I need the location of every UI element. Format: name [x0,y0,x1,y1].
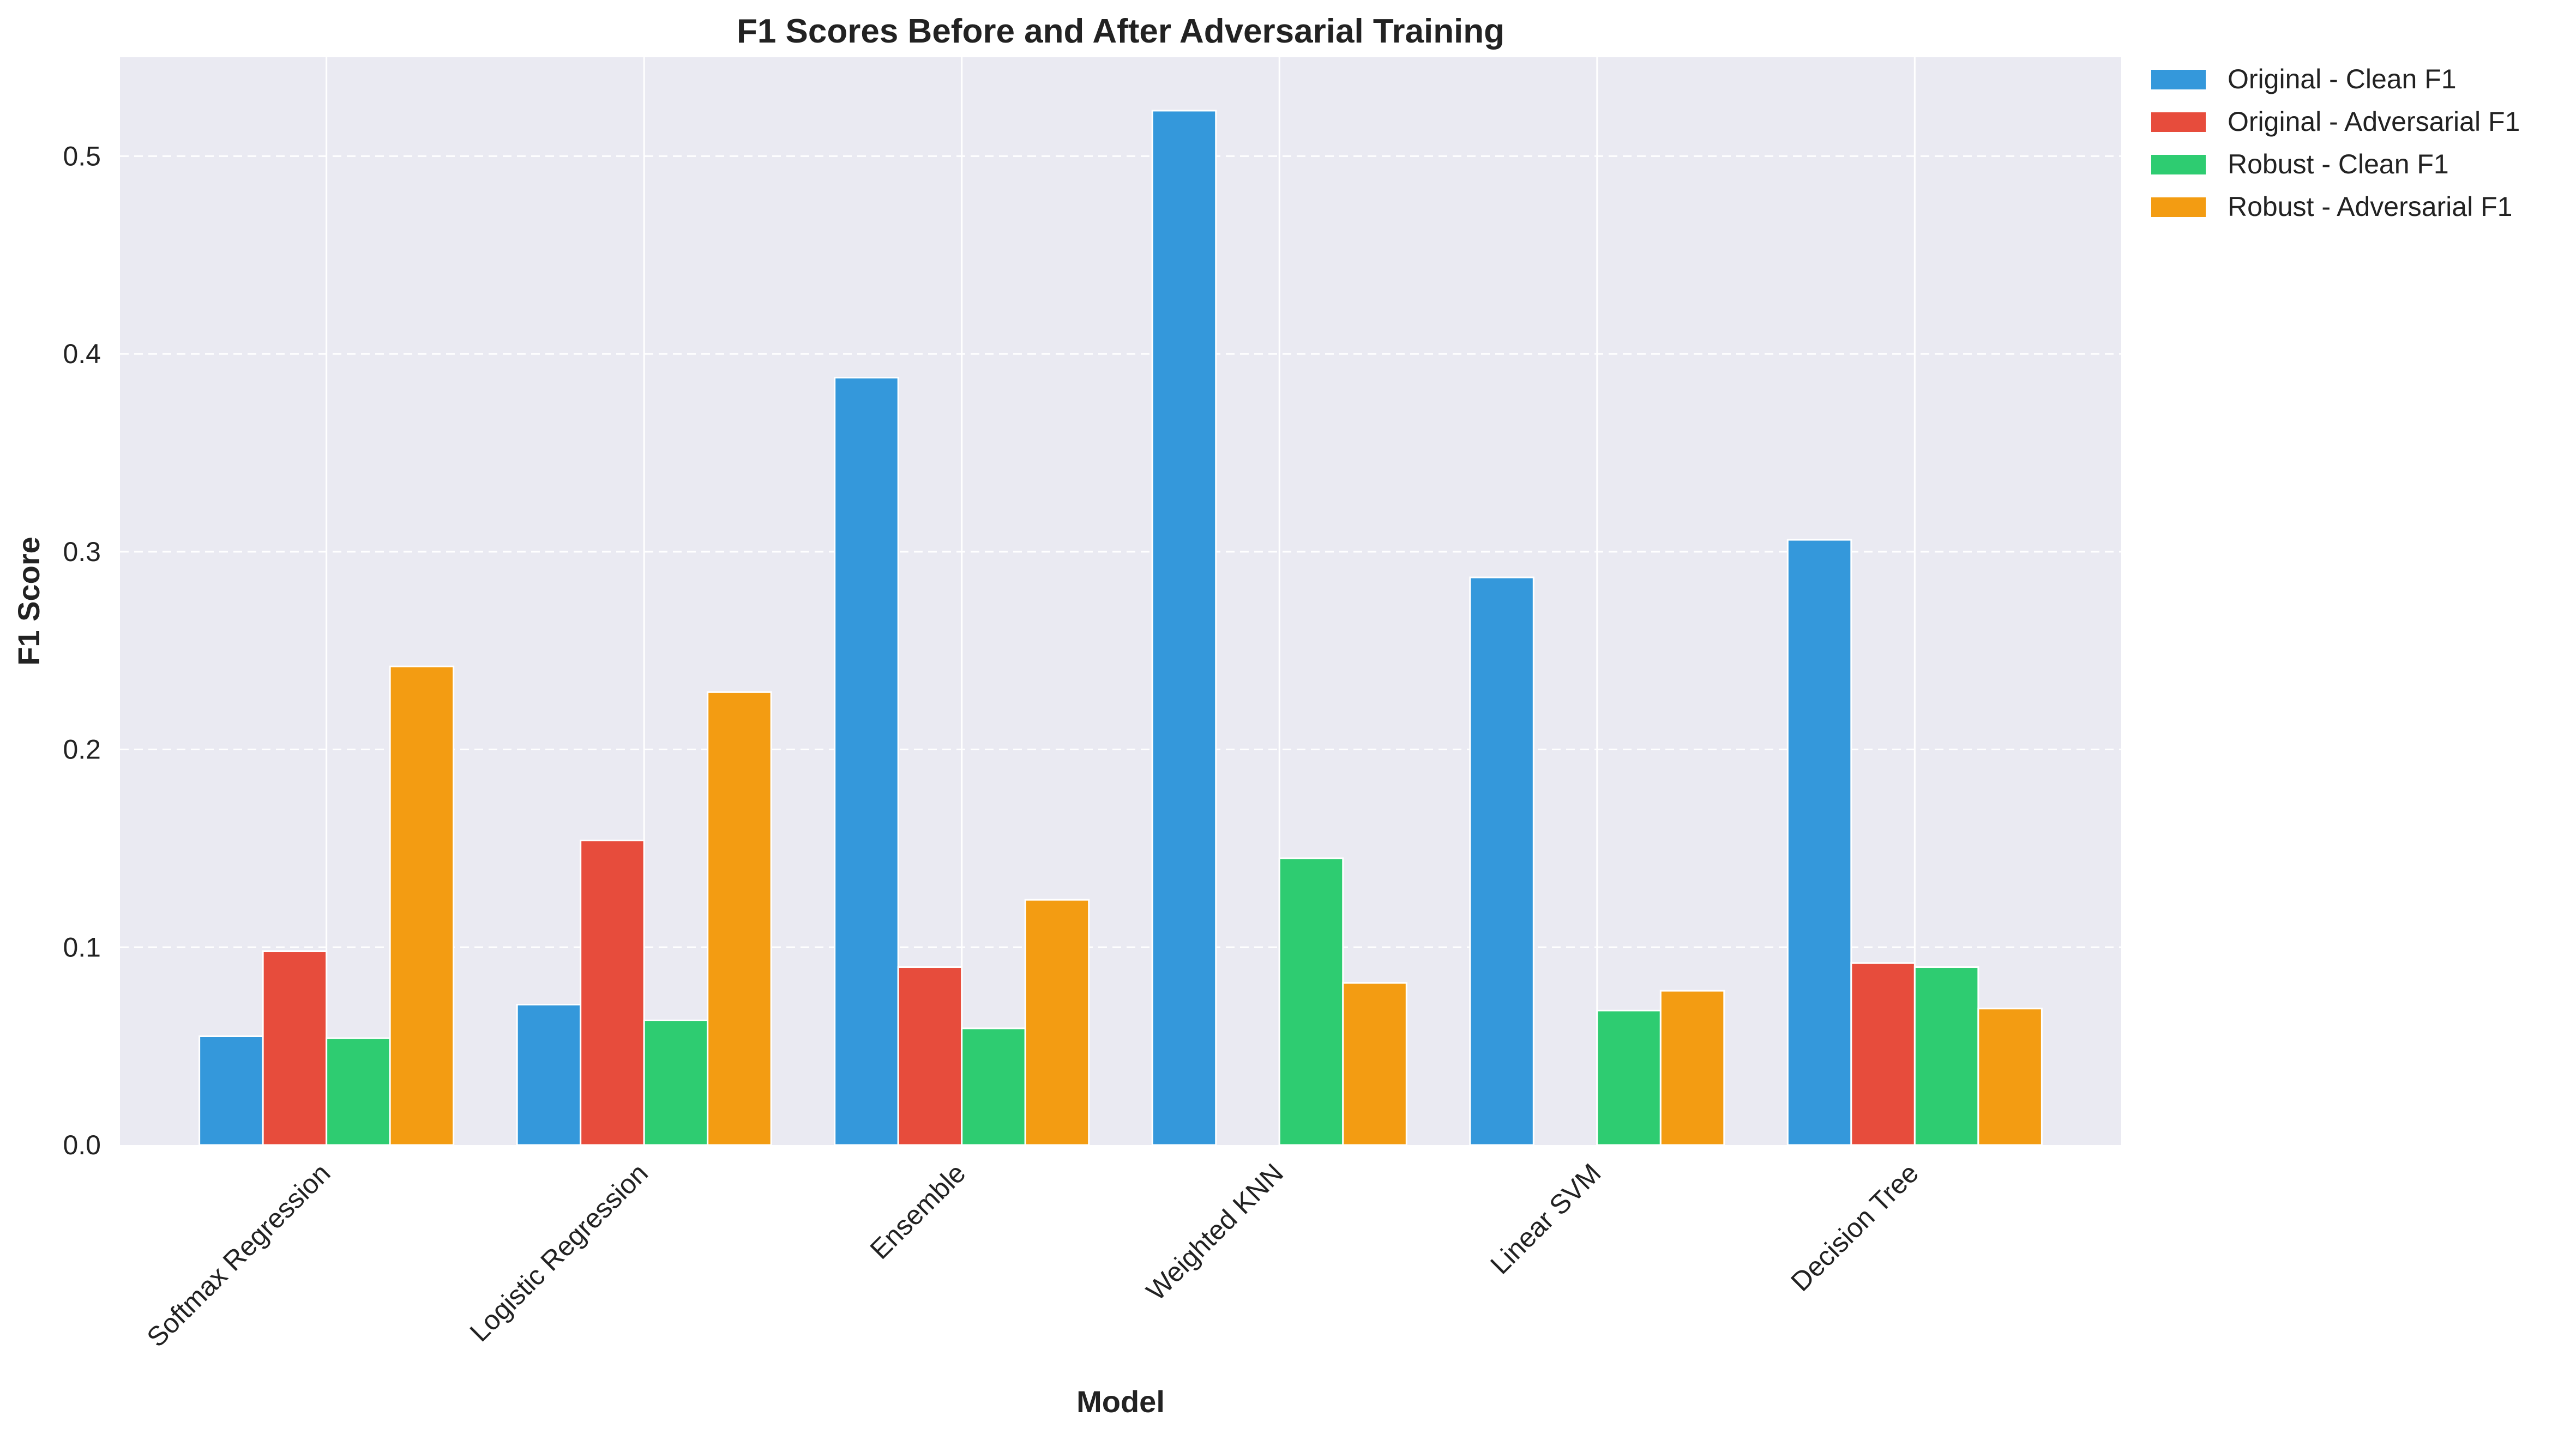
legend-label: Original - Clean F1 [2228,64,2457,94]
x-axis-ticks: Softmax Regression Logistic Regression Ens… [141,1158,1924,1353]
y-tick-label: 0.3 [63,537,101,567]
legend-label: Robust - Adversarial F1 [2228,191,2512,222]
bar [1977,1008,2043,1146]
bar [834,377,899,1146]
bar [961,1027,1026,1146]
bar [1024,899,1090,1146]
bar [1469,576,1534,1146]
x-axis-title: Model [1076,1384,1165,1419]
bar [580,839,645,1146]
y-tick-label: 0.2 [63,734,101,765]
bar [1786,539,1852,1146]
x-tick-label: Weighted KNN [1140,1158,1289,1306]
bar [643,1019,709,1146]
legend-swatch [2151,155,2206,174]
legend-swatch [2151,112,2206,132]
bar [707,691,772,1146]
bar [262,950,328,1146]
y-axis-title: F1 Score [11,537,46,666]
legend-label: Robust - Clean F1 [2228,149,2449,179]
legend-label: Original - Adversarial F1 [2228,106,2520,137]
legend-swatch [2151,70,2206,89]
x-tick-label: Logistic Regression [464,1158,654,1347]
x-tick-label: Softmax Regression [141,1158,336,1353]
bar [897,966,963,1146]
legend-swatch [2151,197,2206,217]
y-tick-label: 0.1 [63,932,101,962]
y-axis-ticks: 0.0 0.1 0.2 0.3 0.4 0.5 [63,141,101,1160]
bar [1913,966,1979,1146]
bar [516,1003,582,1146]
bar [198,1035,264,1146]
bar [1278,857,1344,1146]
bar [1342,982,1407,1146]
y-tick-label: 0.5 [63,141,101,171]
bar [1850,962,1916,1146]
legend: Original - Clean F1 Original - Adversaria… [2151,64,2520,222]
bar [1659,990,1725,1146]
y-tick-label: 0.4 [63,339,101,369]
x-tick-label: Ensemble [864,1158,972,1265]
x-tick-label: Linear SVM [1484,1158,1606,1280]
bar [1151,110,1217,1146]
bars [198,110,2043,1146]
bar [326,1037,391,1146]
bar [1596,1009,1662,1146]
bar [389,665,455,1146]
x-tick-label: Decision Tree [1785,1158,1924,1297]
y-tick-label: 0.0 [63,1130,101,1160]
chart-title: F1 Scores Before and After Adversarial T… [737,13,1504,50]
